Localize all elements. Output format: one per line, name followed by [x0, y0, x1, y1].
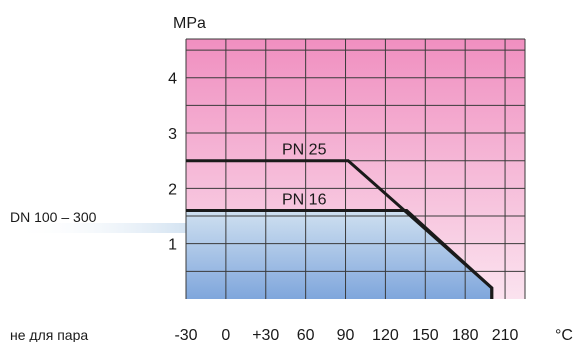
x-tick-label: -30: [174, 327, 197, 342]
x-tick-label: 0: [221, 327, 230, 342]
y-tick-label: 4: [168, 71, 177, 88]
y-tick-label: 2: [168, 181, 177, 198]
y-tick-label: 3: [168, 126, 177, 143]
series-labels: PN 25 PN 16: [282, 142, 327, 209]
series-label-pn-16: PN 16: [282, 191, 327, 208]
y-axis-ticks: 1 2 3 4: [168, 71, 177, 254]
x-tick-label: 60: [297, 327, 315, 342]
x-tick-label: 120: [372, 327, 399, 342]
dn-range-label: DN 100 – 300: [10, 209, 97, 225]
x-tick-label: 90: [337, 327, 355, 342]
series-line-pn-16: [186, 208, 494, 299]
allowed-region-fill: [186, 210, 492, 299]
series-label-pn-25: PN 25: [282, 142, 327, 159]
y-axis-unit: MPa: [173, 15, 206, 32]
x-tick-label: 150: [412, 327, 439, 342]
x-tick-label: 180: [452, 327, 479, 342]
grid: [185, 38, 526, 299]
x-tick-label: +30: [252, 327, 279, 342]
y-tick-label: 1: [168, 237, 177, 254]
not-for-steam-note: не для пара: [10, 327, 88, 342]
dn-fade-band: [10, 223, 186, 233]
x-axis-unit: °C: [555, 327, 573, 342]
series-lines: [186, 159, 494, 299]
x-axis-ticks: -30 0 +30 60 90 120 150 180 210: [174, 327, 518, 342]
x-tick-label: 210: [492, 327, 519, 342]
